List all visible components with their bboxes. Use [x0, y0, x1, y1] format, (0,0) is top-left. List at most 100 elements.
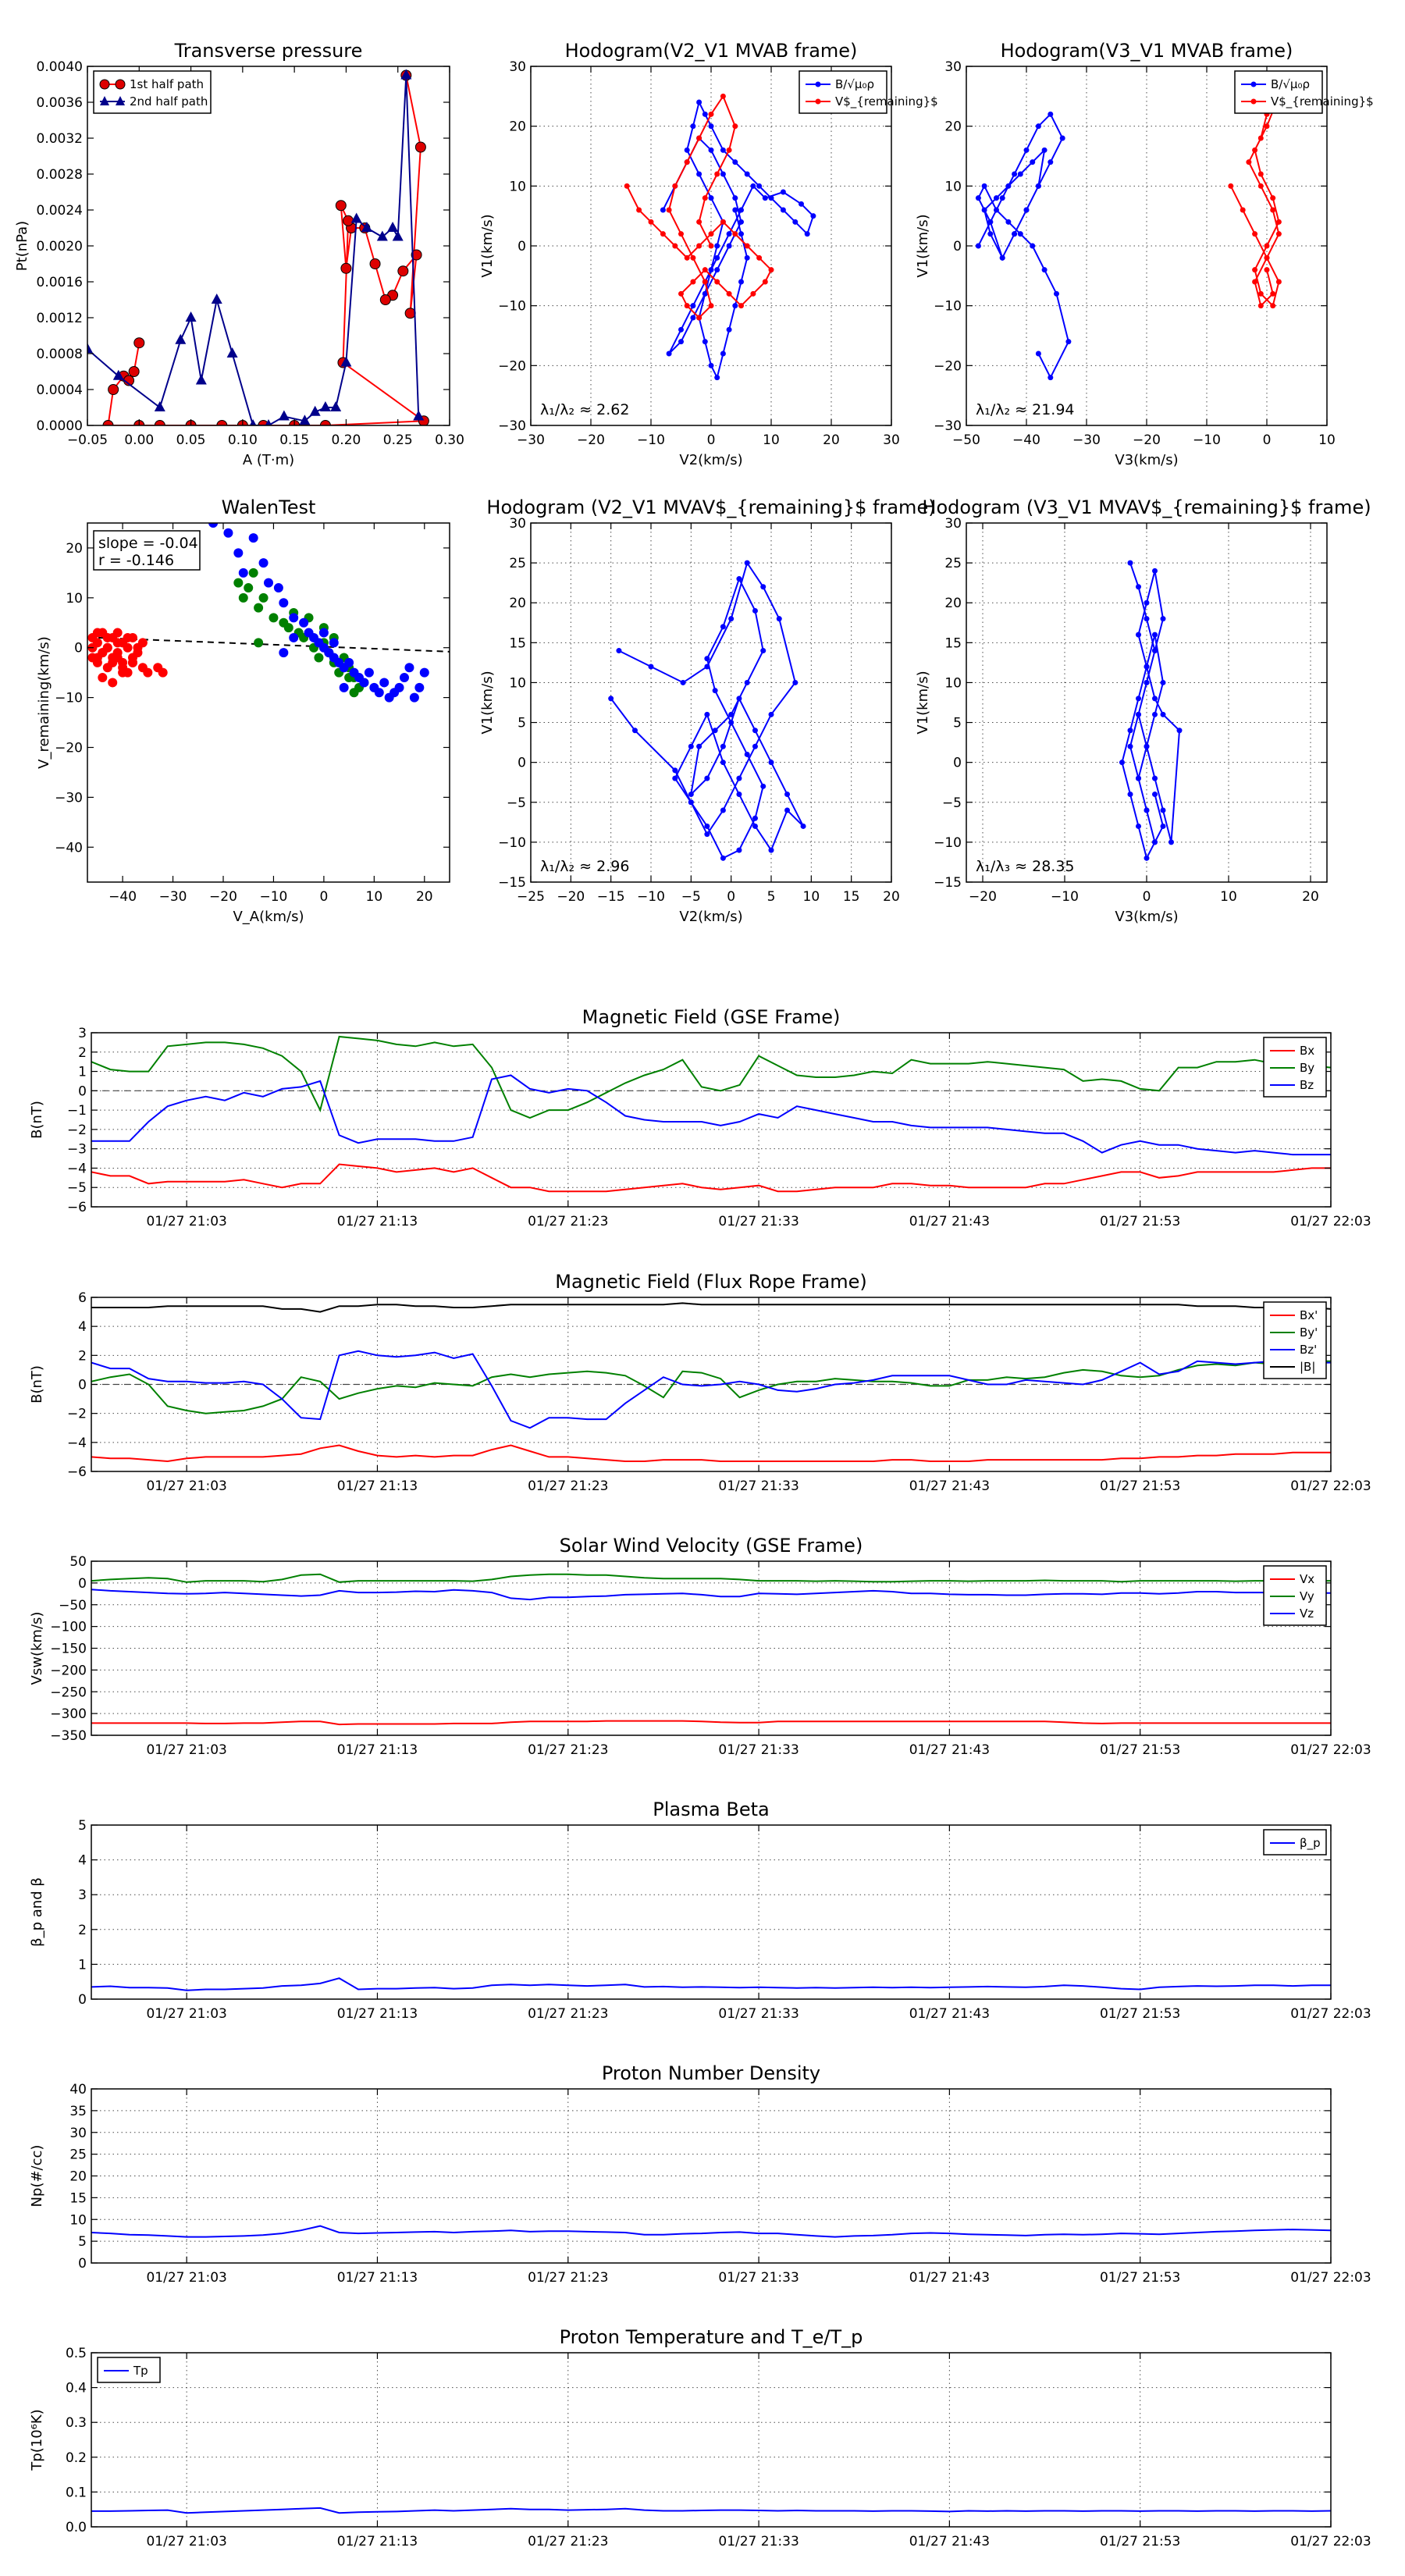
x-tick-label: 10	[366, 889, 383, 905]
x-tick-label: −25	[517, 889, 545, 905]
x-tick-label: 01/27 22:03	[1290, 1214, 1371, 1229]
fit-line	[87, 636, 450, 653]
scatter-point	[299, 617, 309, 628]
data-point	[981, 207, 987, 213]
x-tick-label: 01/27 22:03	[1290, 2534, 1371, 2549]
y-tick-label: 25	[944, 556, 962, 571]
data-point	[728, 616, 735, 622]
series-line	[91, 1035, 1331, 1119]
x-tick-label: −40	[108, 889, 137, 905]
data-point	[1264, 243, 1270, 249]
series-line	[91, 1302, 1331, 1313]
legend: 1st half path 2nd half path	[93, 70, 212, 114]
x-tick-label: 01/27 21:33	[718, 2006, 799, 2022]
data-point	[738, 279, 744, 285]
y-tick-label: −15	[498, 875, 526, 891]
data-point	[660, 207, 666, 213]
y-tick-label: 0.1	[66, 2485, 87, 2500]
data-point	[720, 93, 726, 99]
data-point	[1127, 792, 1133, 798]
data-point	[660, 231, 666, 237]
annotation-box	[93, 530, 201, 571]
data-point	[1144, 664, 1150, 670]
legend-label: Bz	[1300, 1078, 1314, 1092]
data-point	[1275, 219, 1282, 225]
x-tick-label: 0.05	[176, 432, 206, 448]
data-point	[714, 254, 720, 261]
data-point	[792, 679, 799, 685]
scatter-point	[137, 638, 148, 648]
x-tick-label: 01/27 21:43	[909, 1742, 990, 1758]
plot-area	[91, 2225, 1331, 2238]
x-axis-label: V3(km/s)	[1115, 452, 1178, 468]
chart-title: Solar Wind Velocity (GSE Frame)	[560, 1535, 863, 1557]
series-line	[1121, 562, 1181, 861]
y-tick-label: −15	[934, 875, 962, 891]
chart-title: Magnetic Field (GSE Frame)	[582, 1006, 841, 1028]
x-tick-label: 0	[1143, 889, 1151, 905]
plot-frame	[87, 522, 450, 883]
data-point	[608, 696, 614, 702]
y-tick-label: 0.0032	[37, 131, 83, 147]
data-point	[780, 189, 786, 195]
data-point	[1065, 339, 1072, 345]
scatter-point	[254, 603, 264, 613]
data-point	[744, 751, 750, 757]
data-point	[1160, 711, 1166, 717]
data-point	[1136, 711, 1141, 717]
data-point	[1005, 183, 1012, 189]
scatter-point	[233, 548, 244, 558]
data-point	[708, 111, 714, 117]
data-point	[994, 207, 999, 213]
data-point	[1264, 267, 1270, 273]
x-tick-label: 5	[767, 889, 776, 905]
data-point	[1035, 350, 1041, 357]
data-point	[154, 420, 165, 425]
data-point	[185, 311, 197, 322]
y-tick-label: −1	[67, 1103, 87, 1119]
data-point	[792, 219, 799, 225]
data-point	[666, 207, 672, 213]
chart-np: Proton Number Density 01/27 21:03 01/27 21…	[29, 2062, 1371, 2286]
data-point	[696, 99, 702, 105]
data-point	[744, 679, 750, 685]
series-line	[91, 1589, 1331, 1601]
x-tick-label: 0.25	[383, 432, 413, 448]
data-point	[684, 254, 690, 261]
x-tick-label: 20	[416, 889, 433, 905]
data-point	[720, 624, 726, 630]
legend-label: Bx	[1300, 1044, 1314, 1058]
y-tick-label: −350	[50, 1728, 87, 1744]
data-point	[720, 350, 726, 357]
y-axis-label: β_p and β	[29, 1877, 45, 1947]
legend-label: V$_{remaining}$	[1271, 94, 1374, 109]
data-point	[738, 207, 744, 213]
data-point	[319, 420, 331, 425]
plot-area	[87, 69, 429, 425]
data-point	[726, 231, 732, 237]
data-point	[987, 219, 994, 225]
y-axis-label: B(nT)	[29, 1365, 45, 1404]
data-point	[752, 607, 758, 614]
data-point	[102, 420, 114, 425]
annotation-text: λ₁/λ₂ ≈ 21.94	[976, 401, 1075, 418]
y-tick-label: −150	[50, 1642, 87, 1657]
series-line	[662, 100, 815, 380]
y-axis-label: Vsw(km/s)	[29, 1612, 45, 1685]
data-point	[738, 303, 744, 309]
data-point	[1270, 290, 1276, 297]
y-tick-label: 20	[69, 2169, 87, 2185]
x-tick-label: 01/27 21:43	[909, 2270, 990, 2286]
data-point	[175, 333, 187, 344]
data-point	[1136, 632, 1141, 638]
data-point	[1023, 207, 1030, 213]
data-point	[1270, 207, 1276, 213]
data-point	[752, 815, 758, 821]
legend-label: B/√μ₀ρ	[1271, 77, 1310, 91]
data-point	[1144, 855, 1150, 861]
y-tick-label: −250	[50, 1685, 87, 1700]
data-point	[319, 401, 331, 411]
scatter-point	[112, 628, 123, 638]
data-point	[720, 147, 726, 153]
x-tick-label: −15	[597, 889, 625, 905]
